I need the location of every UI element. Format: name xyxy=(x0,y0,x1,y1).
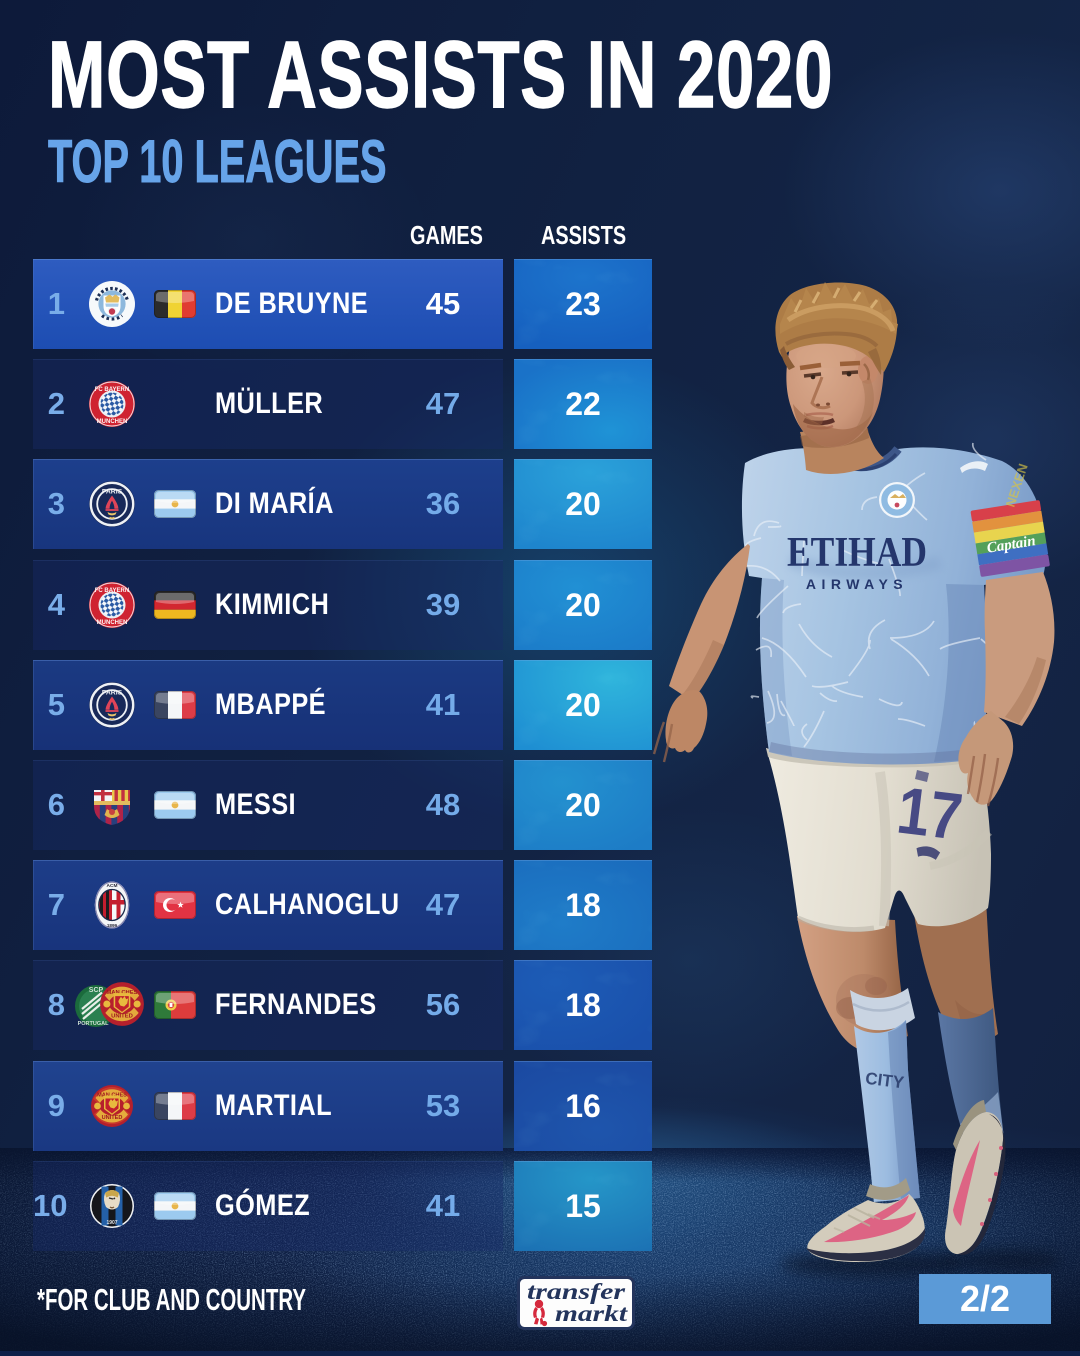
svg-text:PARIS: PARIS xyxy=(102,489,123,496)
svg-text:UNITED: UNITED xyxy=(111,1014,133,1020)
svg-text:1907: 1907 xyxy=(106,1220,117,1226)
svg-text:AIRWAYS: AIRWAYS xyxy=(806,576,908,592)
svg-text:CITY: CITY xyxy=(864,1069,905,1093)
svg-text:ACM: ACM xyxy=(107,883,118,889)
svg-text:PORTUGAL: PORTUGAL xyxy=(78,1021,110,1027)
svg-text:markt: markt xyxy=(555,1301,628,1326)
svg-text:MUNCHEN: MUNCHEN xyxy=(97,620,128,626)
svg-text:transfer: transfer xyxy=(527,1279,626,1304)
svg-text:PARIS: PARIS xyxy=(102,690,123,697)
svg-text:SCP: SCP xyxy=(89,987,104,994)
svg-text:FC BAYERN: FC BAYERN xyxy=(95,387,129,393)
svg-text:ETIHAD: ETIHAD xyxy=(787,530,927,576)
svg-text:UNITED: UNITED xyxy=(102,1115,123,1121)
svg-text:1899: 1899 xyxy=(107,923,118,928)
svg-text:Captain: Captain xyxy=(986,533,1037,556)
svg-text:FC BAYERN: FC BAYERN xyxy=(95,588,129,594)
svg-text:17: 17 xyxy=(893,774,966,855)
svg-text:MUNCHEN: MUNCHEN xyxy=(97,419,128,425)
